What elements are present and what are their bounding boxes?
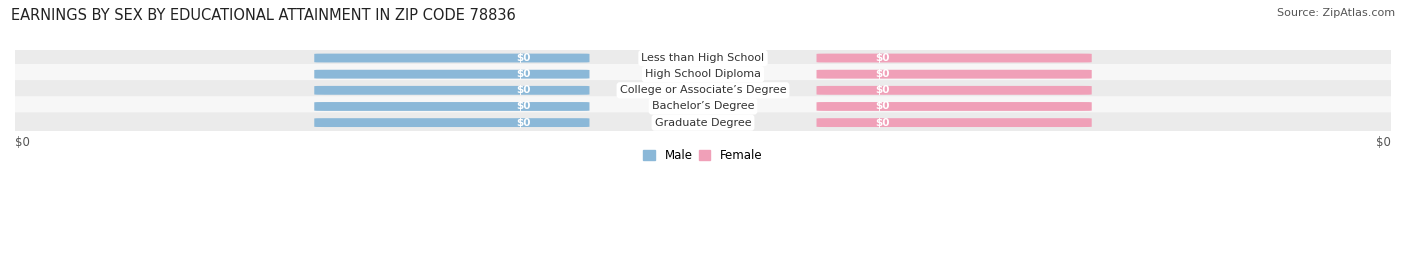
FancyBboxPatch shape	[15, 96, 1391, 117]
FancyBboxPatch shape	[315, 70, 589, 79]
Text: $0: $0	[875, 101, 890, 111]
FancyBboxPatch shape	[817, 86, 1091, 95]
Text: $0: $0	[516, 69, 531, 79]
Text: Graduate Degree: Graduate Degree	[655, 118, 751, 128]
FancyBboxPatch shape	[817, 54, 1091, 62]
FancyBboxPatch shape	[315, 86, 589, 95]
Text: $0: $0	[516, 101, 531, 111]
Text: EARNINGS BY SEX BY EDUCATIONAL ATTAINMENT IN ZIP CODE 78836: EARNINGS BY SEX BY EDUCATIONAL ATTAINMEN…	[11, 8, 516, 23]
Text: College or Associate’s Degree: College or Associate’s Degree	[620, 85, 786, 95]
FancyBboxPatch shape	[315, 102, 589, 111]
Text: $0: $0	[516, 53, 531, 63]
FancyBboxPatch shape	[15, 64, 1391, 84]
Text: High School Diploma: High School Diploma	[645, 69, 761, 79]
FancyBboxPatch shape	[15, 48, 1391, 68]
Legend: Male, Female: Male, Female	[638, 144, 768, 167]
Text: $0: $0	[516, 118, 531, 128]
Text: $0: $0	[875, 85, 890, 95]
Text: $0: $0	[875, 118, 890, 128]
FancyBboxPatch shape	[817, 102, 1091, 111]
FancyBboxPatch shape	[817, 70, 1091, 79]
Text: Bachelor’s Degree: Bachelor’s Degree	[652, 101, 754, 111]
Text: $0: $0	[875, 69, 890, 79]
Text: $0: $0	[1376, 136, 1391, 149]
FancyBboxPatch shape	[15, 112, 1391, 133]
FancyBboxPatch shape	[15, 80, 1391, 101]
FancyBboxPatch shape	[315, 54, 589, 62]
Text: Source: ZipAtlas.com: Source: ZipAtlas.com	[1277, 8, 1395, 18]
Text: Less than High School: Less than High School	[641, 53, 765, 63]
Text: $0: $0	[516, 85, 531, 95]
Text: $0: $0	[15, 136, 30, 149]
FancyBboxPatch shape	[817, 118, 1091, 127]
Text: $0: $0	[875, 53, 890, 63]
FancyBboxPatch shape	[315, 118, 589, 127]
